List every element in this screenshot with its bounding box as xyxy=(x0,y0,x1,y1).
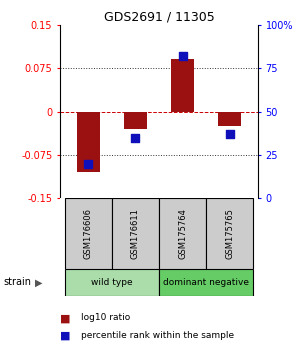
Bar xyxy=(159,269,253,296)
Text: GSM176611: GSM176611 xyxy=(131,208,140,259)
Text: GSM175764: GSM175764 xyxy=(178,208,187,259)
Text: log10 ratio: log10 ratio xyxy=(81,313,130,322)
Text: ▶: ▶ xyxy=(34,277,42,287)
Bar xyxy=(206,198,253,269)
Text: wild type: wild type xyxy=(91,278,133,287)
Bar xyxy=(159,198,206,269)
Text: GSM176606: GSM176606 xyxy=(84,208,93,259)
Point xyxy=(227,131,232,137)
Text: strain: strain xyxy=(3,277,31,287)
Text: ■: ■ xyxy=(60,331,70,341)
Point xyxy=(133,135,138,140)
Text: GSM175765: GSM175765 xyxy=(225,208,234,259)
Bar xyxy=(65,198,112,269)
Bar xyxy=(65,269,159,296)
Text: dominant negative: dominant negative xyxy=(163,278,249,287)
Bar xyxy=(112,198,159,269)
Text: percentile rank within the sample: percentile rank within the sample xyxy=(81,331,234,340)
Point xyxy=(180,53,185,59)
Bar xyxy=(124,112,147,129)
Bar xyxy=(171,59,194,112)
Title: GDS2691 / 11305: GDS2691 / 11305 xyxy=(103,11,214,24)
Bar xyxy=(76,112,100,172)
Point xyxy=(86,161,91,166)
Text: ■: ■ xyxy=(60,313,70,323)
Bar xyxy=(218,112,242,126)
